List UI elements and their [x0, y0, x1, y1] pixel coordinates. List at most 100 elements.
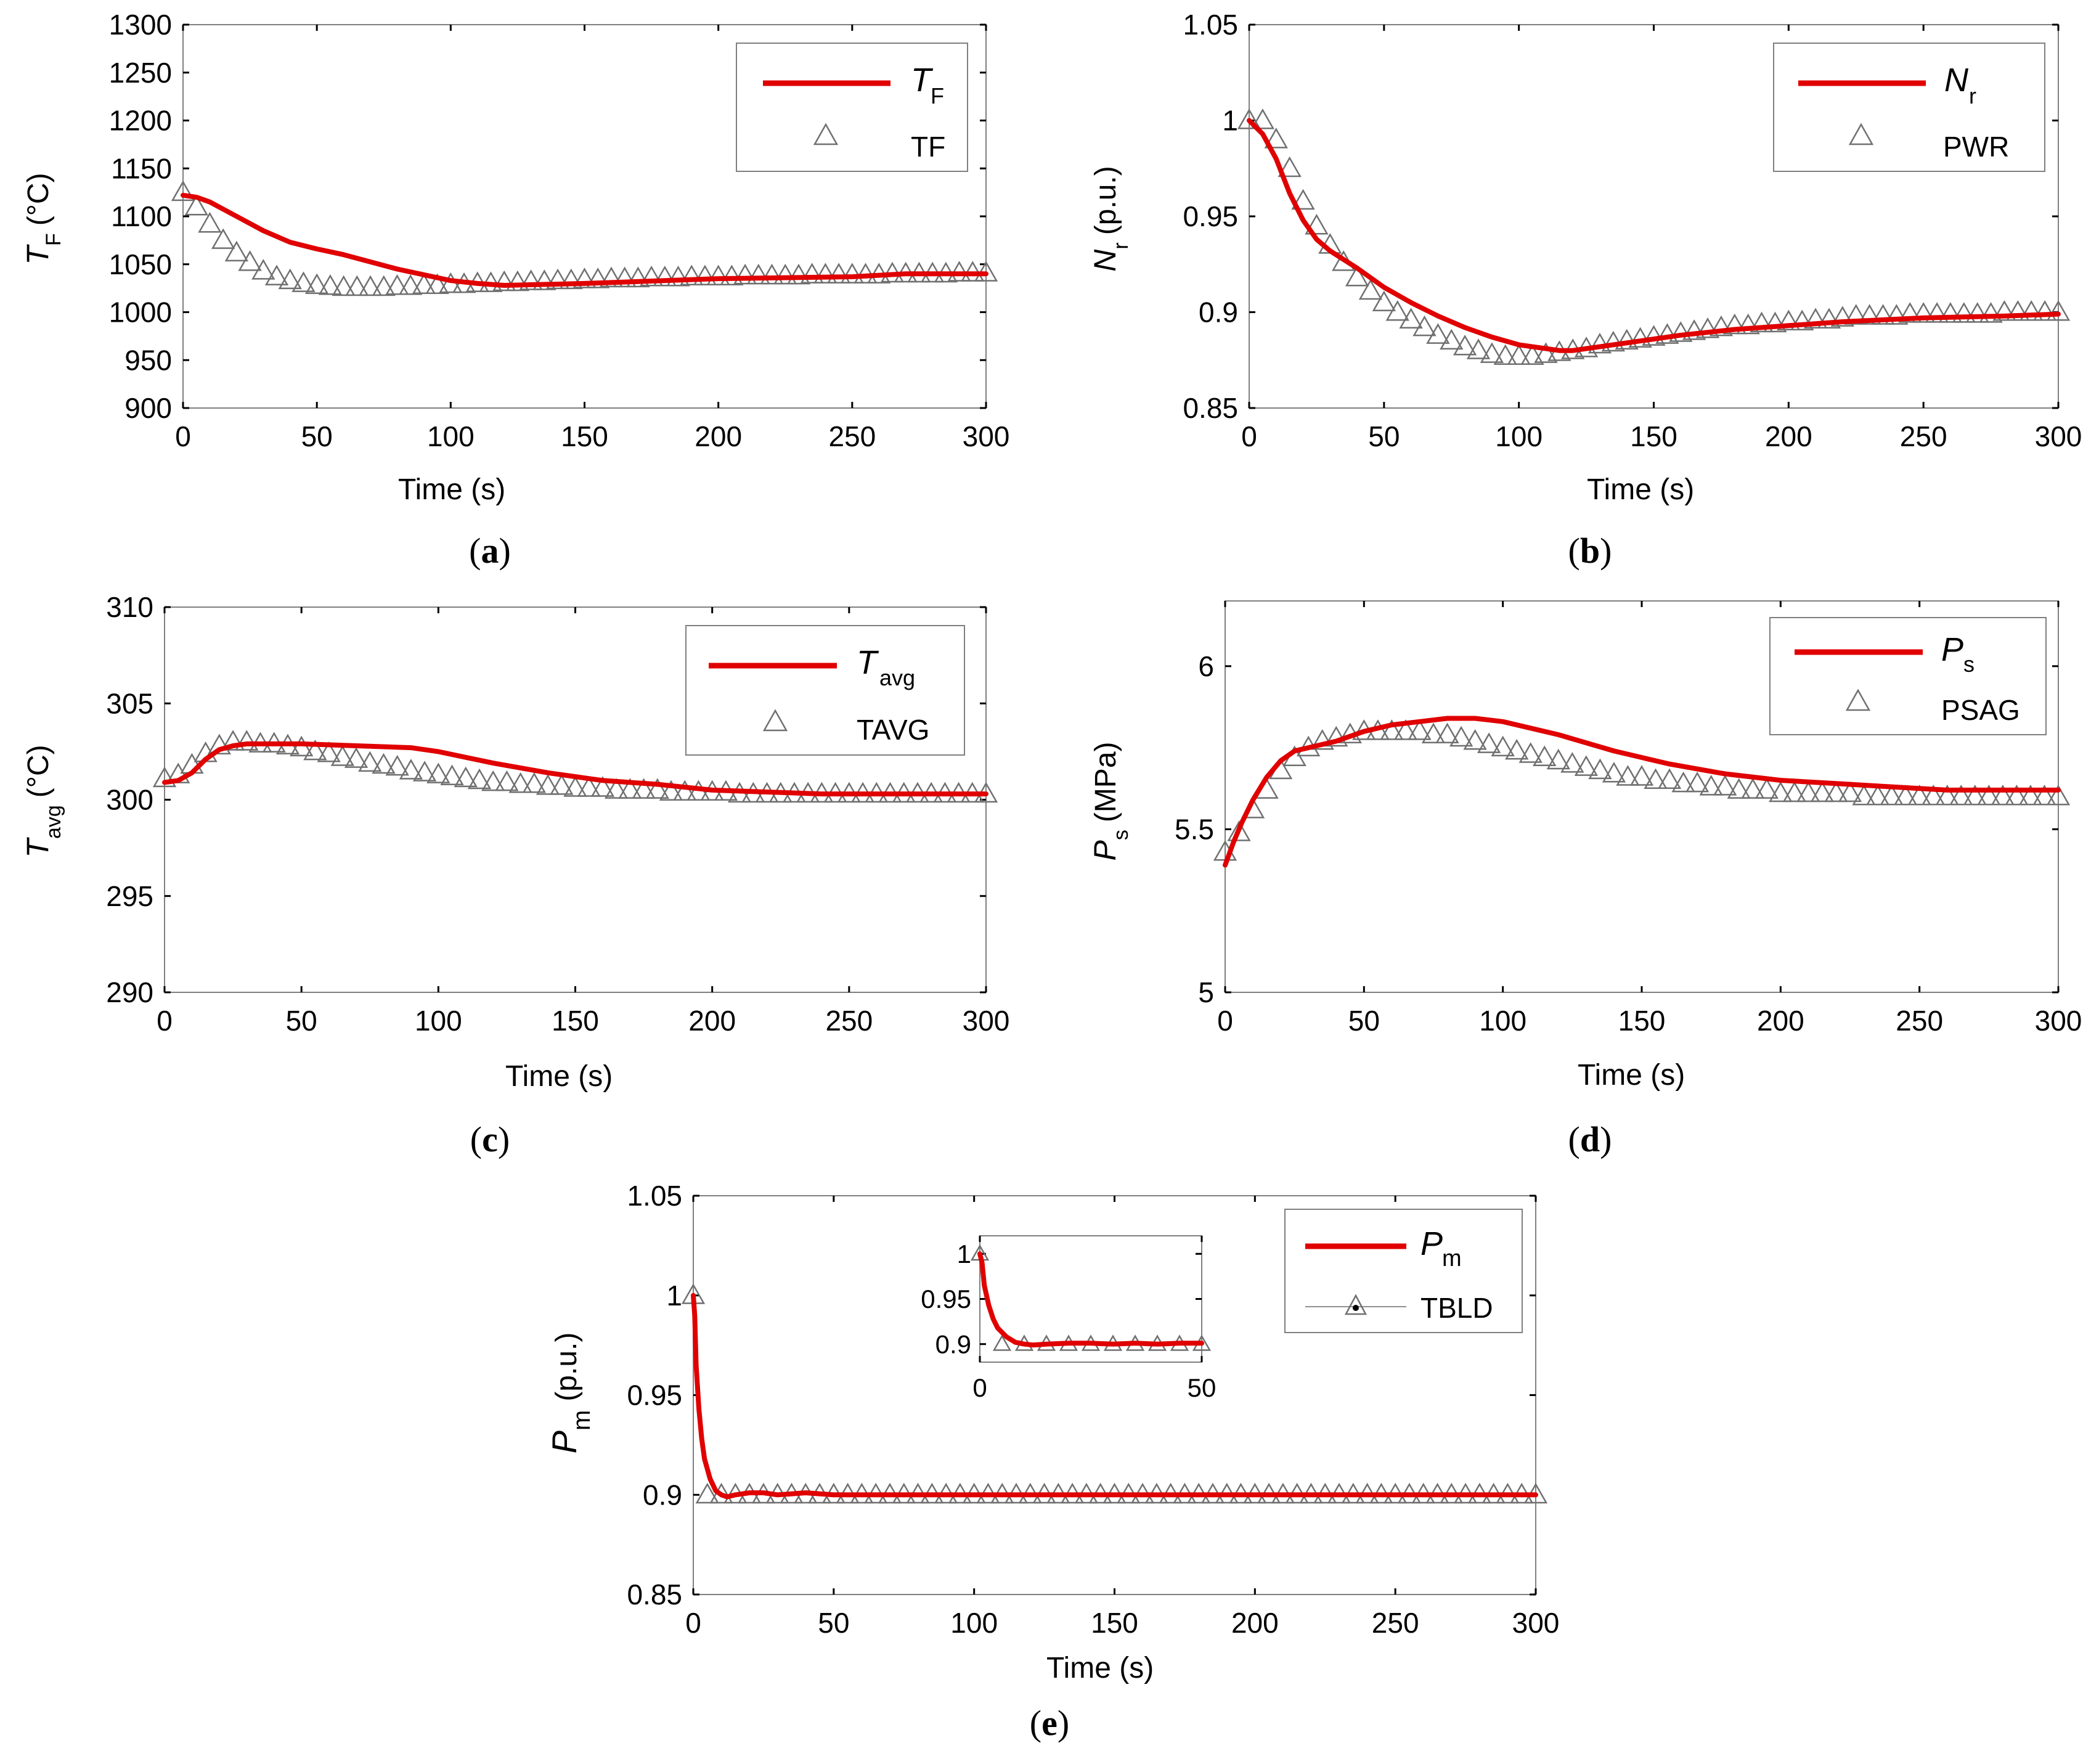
a-ytick-label-2: 1000	[109, 296, 172, 329]
d-ytick-label-2: 6	[1198, 650, 1214, 682]
e-xtick-label-2: 100	[950, 1607, 998, 1639]
b-ytick-label-4: 1.05	[1183, 9, 1238, 41]
d-marker-PSAG-38	[1741, 778, 1765, 799]
panel-e-ylabel-sub: m	[568, 1410, 595, 1431]
e-marker-TBLD-1	[695, 1482, 719, 1504]
b-marker-PWR-32	[1669, 321, 1693, 342]
a-marker-TF-40	[706, 264, 730, 285]
c-marker-TAVG-13	[330, 745, 354, 766]
b-marker-PWR-14	[1426, 323, 1450, 344]
b-marker-PWR-19	[1493, 344, 1517, 365]
b-xtick-label-5: 250	[1900, 420, 1947, 452]
e-line-P_m	[691, 1292, 1538, 1500]
b-marker-PWR-48	[1885, 304, 1909, 325]
d-marker-PSAG-7	[1310, 729, 1334, 750]
d-xtick-label-5: 250	[1896, 1005, 1943, 1037]
panel-d-legend-marker-label: PSAG	[1941, 694, 2020, 726]
b-marker-PWR-38	[1750, 311, 1774, 333]
a-marker-TF-34	[626, 266, 650, 288]
b-xtick-label-0: 0	[1241, 420, 1257, 452]
panel-a-xlabel: Time (s)	[398, 473, 505, 506]
c-marker-TAVG-30	[563, 776, 587, 797]
panel-a-caption: (a)	[469, 531, 511, 571]
panel-c-legend-marker-label: TAVG	[857, 714, 929, 746]
c-marker-TAVG-21	[440, 764, 464, 785]
d-marker-PSAG-55	[1977, 784, 2001, 806]
b-ytick-label-3: 1	[1222, 105, 1238, 137]
b-marker-PWR-51	[1925, 302, 1949, 323]
b-marker-PWR-17	[1466, 338, 1491, 359]
b-marker-PWR-27	[1601, 330, 1626, 352]
c-line-T_avg	[162, 741, 988, 797]
a-marker-TF-11	[318, 274, 343, 295]
d-marker-PSAG-30	[1629, 765, 1654, 786]
a-marker-TF-44	[760, 263, 784, 285]
b-marker-PWR-36	[1722, 313, 1746, 335]
panel-b-legend	[1773, 43, 2045, 172]
panel-e-ylabel-main: P	[545, 1431, 584, 1453]
a-ytick-label-7: 1250	[109, 57, 172, 89]
a-marker-TF-42	[733, 263, 757, 285]
panel-a-legend	[736, 43, 968, 172]
c-marker-TAVG-34	[618, 778, 642, 799]
c-marker-TAVG-15	[358, 751, 382, 772]
panel-d-legend	[1769, 617, 2047, 735]
c-marker-TAVG-35	[632, 778, 656, 799]
panel-b-caption-letter: b	[1580, 531, 1600, 571]
b-marker-PWR-13	[1412, 315, 1437, 337]
a-marker-TF-43	[746, 263, 770, 285]
d-marker-PSAG-49	[1893, 784, 1918, 806]
a-line-T_F	[181, 192, 988, 288]
d-marker-PSAG-41	[1782, 781, 1807, 802]
c-ytick-label-3: 305	[106, 687, 153, 719]
e-xtick-label-5: 250	[1372, 1607, 1419, 1639]
panel-e: 0 50 100 150 200 250 300 0.85 0.9 0.95 1 1.05 0 50 0.…	[545, 1180, 1559, 1743]
b-marker-PWR-26	[1587, 332, 1612, 354]
c-xtick-label-6: 300	[963, 1005, 1010, 1037]
d-marker-PSAG-48	[1880, 784, 1904, 806]
b-marker-PWR-4	[1291, 189, 1315, 210]
b-marker-PWR-56	[1992, 300, 2016, 321]
b-marker-PWR-21	[1520, 344, 1544, 365]
b-marker-PWR-2	[1264, 128, 1288, 149]
a-marker-TF-35	[639, 266, 664, 287]
panel-d-legend-line-label: P	[1941, 631, 1963, 668]
panel-c-ylabel: Tavg (°C)	[20, 745, 65, 857]
e-inset-ytick-label-0: 0.9	[935, 1329, 971, 1358]
c-marker-TAVG-20	[426, 762, 450, 783]
panel-e-legend-line-label: P	[1420, 1225, 1443, 1262]
b-marker-PWR-34	[1695, 317, 1720, 338]
svg-text:TF(°C): TF (°C)	[20, 173, 65, 264]
a-xtick-label-0: 0	[175, 420, 191, 452]
d-marker-PSAG-34	[1685, 771, 1710, 793]
panel-b-xlabel: Time (s)	[1587, 473, 1694, 506]
panel-b-ylabel-sub: r	[1109, 242, 1133, 249]
d-xtick-label-4: 200	[1757, 1005, 1804, 1037]
panel-c-ylabel-unit: (°C)	[22, 745, 55, 798]
e-inset-xtick-label-1: 50	[1188, 1373, 1217, 1402]
a-marker-TF-0	[171, 180, 195, 202]
panel-b-legend-marker-label: PWR	[1943, 131, 2009, 163]
a-marker-TF-46	[786, 263, 811, 285]
d-marker-PSAG-14	[1408, 719, 1432, 740]
svg-text:Tavg(°C): Tavg (°C)	[20, 745, 65, 857]
d-marker-PSAG-17	[1449, 725, 1473, 747]
d-marker-PSAG-24	[1546, 748, 1570, 770]
panel-d-legend-marker-swatch	[1845, 688, 1871, 711]
panel-b-ylabel-main: N	[1088, 249, 1122, 272]
c-marker-TAVG-29	[550, 774, 574, 795]
panel-b-ylabel-unit: (p.u.)	[1090, 166, 1122, 235]
b-line-N_r	[1247, 118, 2061, 353]
d-marker-PSAG-44	[1824, 781, 1848, 802]
d-marker-PSAG-54	[1963, 784, 1987, 806]
d-marker-PSAG-26	[1574, 755, 1599, 776]
a-marker-TF-12	[332, 275, 356, 296]
panel-e-legend-line-sub: m	[1442, 1246, 1462, 1272]
panel-a-legend-line-label: T	[911, 62, 934, 99]
e-xtick-label-0: 0	[685, 1607, 701, 1639]
b-ytick-label-0: 0.85	[1183, 392, 1238, 424]
panel-a-legend-line-sub: F	[931, 83, 944, 108]
d-marker-PSAG-58	[2018, 784, 2043, 806]
b-marker-PWR-33	[1682, 319, 1706, 340]
panel-a-legend-marker-label: TF	[911, 131, 945, 163]
